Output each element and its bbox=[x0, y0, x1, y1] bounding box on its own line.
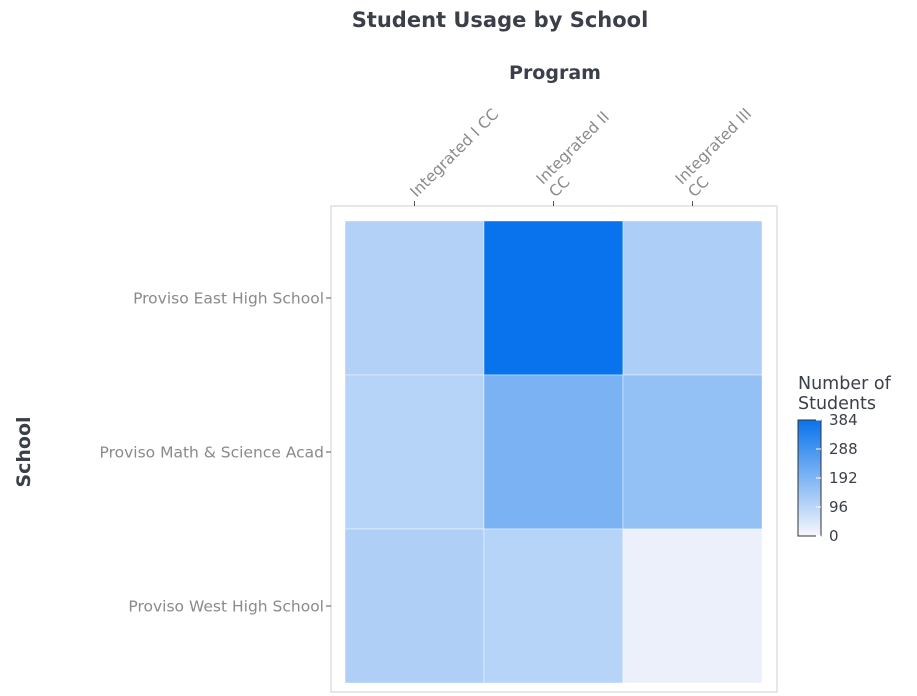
legend-tick-label: 192 bbox=[829, 469, 858, 487]
y-axis-title: School bbox=[13, 416, 35, 487]
legend-title-line-1: Number of bbox=[798, 374, 892, 394]
heatmap-cell bbox=[622, 374, 763, 530]
heatmap-tiles bbox=[344, 220, 763, 684]
y-axis-ticks: Proviso East High School Proviso Math & S… bbox=[100, 290, 331, 616]
chart-title: Student Usage by School bbox=[352, 8, 649, 32]
heatmap-cell bbox=[483, 528, 624, 684]
y-tick-label: Proviso Math & Science Acad bbox=[100, 444, 324, 462]
legend-tick-label: 288 bbox=[829, 440, 858, 458]
legend-title-line-2: Students bbox=[798, 394, 876, 414]
heatmap-cell bbox=[344, 528, 485, 684]
x-tick-label: Integrated I CC bbox=[407, 105, 503, 201]
heatmap-cell bbox=[483, 374, 624, 530]
legend-tick-label: 96 bbox=[829, 498, 848, 516]
heatmap-cell bbox=[344, 374, 485, 530]
legend: Number of Students 384 288 192 96 0 bbox=[797, 374, 892, 545]
x-tick-label: Integrated IIICC bbox=[672, 105, 768, 201]
heatmap-cell bbox=[483, 220, 624, 376]
x-axis-title: Program bbox=[509, 62, 601, 84]
legend-ticks: 384 288 192 96 0 bbox=[816, 411, 858, 545]
heatmap-cell bbox=[344, 220, 485, 376]
x-tick-label: Integrated IICC bbox=[533, 108, 626, 201]
heatmap-cell bbox=[622, 528, 763, 684]
heatmap-cell bbox=[622, 220, 763, 376]
y-tick-label: Proviso East High School bbox=[133, 290, 324, 308]
x-axis-ticks: Integrated I CC Integrated IICC Integrated… bbox=[407, 105, 768, 206]
legend-tick-label: 384 bbox=[829, 411, 858, 429]
legend-tick-label: 0 bbox=[829, 527, 839, 545]
y-tick-label: Proviso West High School bbox=[128, 598, 324, 616]
